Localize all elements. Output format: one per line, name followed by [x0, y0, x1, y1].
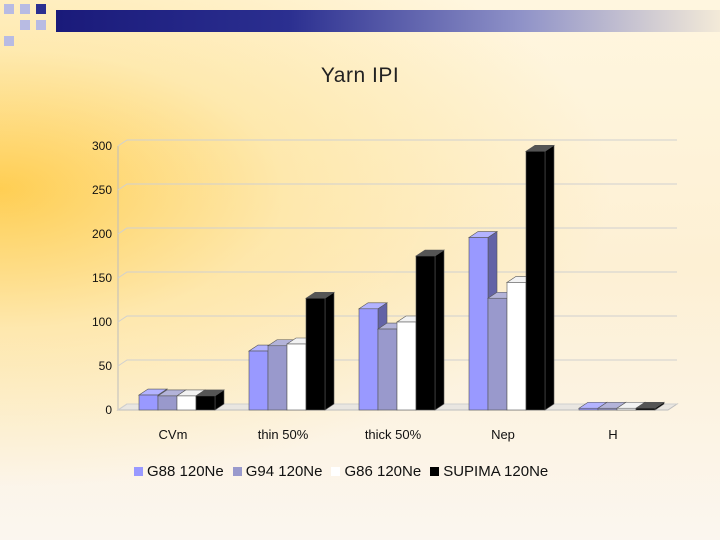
y-tick-label: 50 [99, 359, 113, 373]
bar-side [544, 144, 555, 411]
deco-square-1 [4, 4, 14, 14]
x-tick-label: CVm [159, 427, 188, 442]
bar-side [324, 291, 335, 411]
bar [468, 237, 489, 411]
deco-square-5 [36, 20, 46, 30]
grid-line [117, 227, 677, 235]
bar [525, 150, 546, 411]
legend-item-g88: G88 120Ne [134, 463, 224, 480]
grid-line [117, 271, 677, 279]
deco-square-3 [36, 4, 46, 14]
x-tick-label: Nep [491, 427, 515, 442]
y-tick-label: 250 [92, 183, 112, 197]
bar [487, 297, 508, 411]
bar [616, 407, 637, 411]
y-tick-label: 300 [92, 139, 112, 153]
legend-label-g86: G86 120Ne [344, 463, 422, 480]
bar [377, 328, 398, 411]
chart-title: Yarn IPI [320, 64, 400, 87]
x-tick-label: thick 50% [365, 427, 422, 442]
legend-swatch-g94 [232, 467, 242, 476]
bar [267, 345, 288, 411]
bar [157, 395, 178, 411]
bar [195, 395, 216, 411]
chart-legend: G88 120Ne G94 120Ne G86 120Ne SUPIMA 120… [134, 463, 557, 480]
bar [358, 308, 379, 411]
legend-label-supima: SUPIMA 120Ne [443, 463, 549, 480]
legend-item-g86: G86 120Ne [331, 463, 421, 480]
deco-square-2 [20, 4, 30, 14]
grid-line [117, 315, 677, 323]
deco-square-4 [20, 20, 30, 30]
legend-item-g94: G94 120Ne [232, 463, 323, 480]
legend-label-g94: G94 120Ne [245, 463, 323, 480]
grid-line [117, 139, 677, 147]
bar [305, 297, 326, 411]
x-tick-label: thin 50% [258, 427, 309, 442]
header-bar [56, 10, 720, 32]
legend-swatch-supima [430, 467, 440, 476]
deco-square-6 [4, 36, 14, 46]
legend-item-supima: SUPIMA 120Ne [430, 463, 548, 480]
bar [176, 395, 197, 411]
bar-side [434, 249, 445, 411]
y-tick-label: 200 [92, 227, 112, 241]
y-tick-label: 0 [105, 403, 112, 417]
bar [578, 407, 599, 411]
legend-swatch-g88 [134, 467, 143, 476]
grid-line [117, 183, 677, 191]
y-tick-label: 100 [92, 315, 112, 329]
bar [597, 407, 618, 411]
bar [286, 343, 307, 411]
bar [138, 394, 159, 411]
bar [635, 407, 656, 411]
legend-label-g88: G88 120Ne [147, 463, 224, 480]
bar [415, 255, 436, 411]
legend-swatch-g86 [331, 467, 341, 476]
bar [506, 282, 527, 411]
bar [396, 321, 417, 411]
y-tick-label: 150 [92, 271, 112, 285]
x-tick-label: H [608, 427, 617, 442]
bar [248, 350, 269, 411]
